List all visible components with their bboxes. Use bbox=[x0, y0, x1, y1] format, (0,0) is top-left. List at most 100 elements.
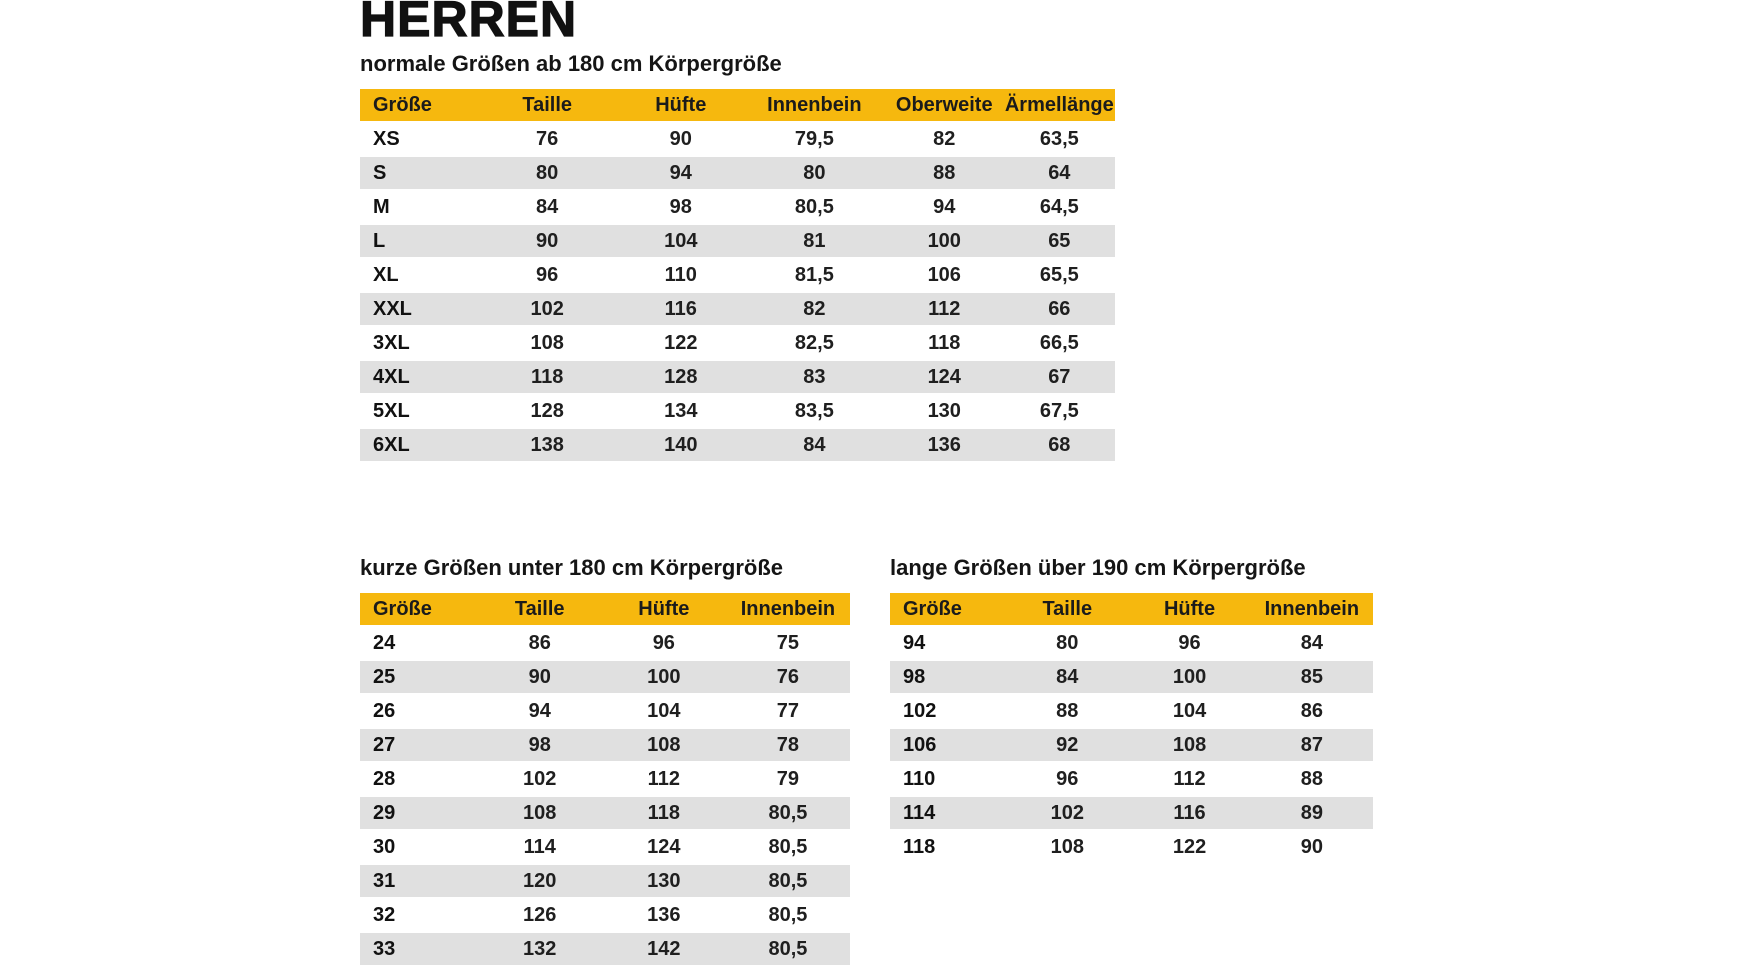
measurement-cell: 132 bbox=[477, 933, 602, 965]
size-cell: 118 bbox=[890, 831, 1007, 863]
column-header-taille: Taille bbox=[1006, 593, 1129, 625]
measurement-cell: 104 bbox=[617, 225, 744, 257]
measurement-cell: 128 bbox=[617, 361, 744, 393]
measurement-cell: 66 bbox=[1003, 293, 1115, 325]
table-row: 6XL 138 140 84 136 68 bbox=[360, 429, 1115, 461]
measurement-cell: 90 bbox=[617, 123, 744, 155]
measurement-cell: 108 bbox=[477, 797, 602, 829]
table-row: 33 132 142 80,5 bbox=[360, 933, 850, 965]
measurement-cell: 80,5 bbox=[725, 865, 850, 897]
measurement-cell: 96 bbox=[1006, 763, 1129, 795]
measurement-cell: 81,5 bbox=[743, 259, 885, 291]
size-cell: XL bbox=[360, 259, 477, 291]
measurement-cell: 118 bbox=[601, 797, 726, 829]
measurement-cell: 106 bbox=[884, 259, 1004, 291]
measurement-cell: 96 bbox=[476, 259, 618, 291]
measurement-cell: 84 bbox=[1250, 627, 1373, 659]
measurement-cell: 90 bbox=[1250, 831, 1373, 863]
measurement-cell: 116 bbox=[617, 293, 744, 325]
measurement-cell: 86 bbox=[477, 627, 602, 659]
table-row: L 90 104 81 100 65 bbox=[360, 225, 1115, 257]
measurement-cell: 98 bbox=[477, 729, 602, 761]
table-row: 110 96 112 88 bbox=[890, 763, 1373, 795]
measurement-cell: 84 bbox=[476, 191, 618, 223]
measurement-cell: 81 bbox=[743, 225, 885, 257]
measurement-cell: 120 bbox=[477, 865, 602, 897]
measurement-cell: 124 bbox=[601, 831, 726, 863]
measurement-cell: 124 bbox=[884, 361, 1004, 393]
measurement-cell: 112 bbox=[884, 293, 1004, 325]
measurement-cell: 114 bbox=[477, 831, 602, 863]
table-row: 98 84 100 85 bbox=[890, 661, 1373, 693]
size-cell: S bbox=[360, 157, 477, 189]
measurement-cell: 63,5 bbox=[1003, 123, 1115, 155]
table-row: M 84 98 80,5 94 64,5 bbox=[360, 191, 1115, 223]
table-row: 102 88 104 86 bbox=[890, 695, 1373, 727]
size-cell: XXL bbox=[360, 293, 477, 325]
measurement-cell: 118 bbox=[476, 361, 618, 393]
measurement-cell: 85 bbox=[1250, 661, 1373, 693]
table-row: 26 94 104 77 bbox=[360, 695, 850, 727]
table-row: 118 108 122 90 bbox=[890, 831, 1373, 863]
measurement-cell: 112 bbox=[1128, 763, 1251, 795]
size-table-long: Größe Taille Hüfte Innenbein 94 80 96 84 98 84 100… bbox=[890, 591, 1373, 865]
measurement-cell: 80,5 bbox=[725, 831, 850, 863]
measurement-cell: 79 bbox=[725, 763, 850, 795]
size-cell: 26 bbox=[360, 695, 478, 727]
size-cell: 30 bbox=[360, 831, 478, 863]
measurement-cell: 108 bbox=[476, 327, 618, 359]
size-cell: 106 bbox=[890, 729, 1007, 761]
measurement-cell: 96 bbox=[1128, 627, 1251, 659]
size-cell: 5XL bbox=[360, 395, 477, 427]
column-header-taille: Taille bbox=[477, 593, 602, 625]
measurement-cell: 116 bbox=[1128, 797, 1251, 829]
table-row: 25 90 100 76 bbox=[360, 661, 850, 693]
column-header-grosse: Größe bbox=[360, 593, 478, 625]
measurement-cell: 110 bbox=[617, 259, 744, 291]
subtitle-short-sizes: kurze Größen unter 180 cm Körpergröße bbox=[360, 555, 783, 580]
measurement-cell: 80,5 bbox=[725, 899, 850, 931]
measurement-cell: 94 bbox=[884, 191, 1004, 223]
measurement-cell: 138 bbox=[476, 429, 618, 461]
measurement-cell: 130 bbox=[884, 395, 1004, 427]
size-cell: 28 bbox=[360, 763, 478, 795]
measurement-cell: 76 bbox=[725, 661, 850, 693]
table-row: XXL 102 116 82 112 66 bbox=[360, 293, 1115, 325]
column-header-innenbein: Innenbein bbox=[743, 89, 885, 121]
table-row: 5XL 128 134 83,5 130 67,5 bbox=[360, 395, 1115, 427]
table-row: 30 114 124 80,5 bbox=[360, 831, 850, 863]
table-row: 4XL 118 128 83 124 67 bbox=[360, 361, 1115, 393]
measurement-cell: 64,5 bbox=[1003, 191, 1115, 223]
section-short-sizes: kurze Größen unter 180 cm Körpergröße Gr… bbox=[360, 556, 850, 967]
measurement-cell: 94 bbox=[477, 695, 602, 727]
measurement-cell: 89 bbox=[1250, 797, 1373, 829]
measurement-cell: 79,5 bbox=[743, 123, 885, 155]
measurement-cell: 80 bbox=[476, 157, 618, 189]
measurement-cell: 90 bbox=[476, 225, 618, 257]
measurement-cell: 140 bbox=[617, 429, 744, 461]
measurement-cell: 80,5 bbox=[743, 191, 885, 223]
column-header-hufte: Hüfte bbox=[617, 89, 744, 121]
header-row: Größe Taille Hüfte Innenbein bbox=[360, 593, 850, 625]
measurement-cell: 108 bbox=[1006, 831, 1129, 863]
measurement-cell: 78 bbox=[725, 729, 850, 761]
measurement-cell: 112 bbox=[601, 763, 726, 795]
table-row: 32 126 136 80,5 bbox=[360, 899, 850, 931]
measurement-cell: 88 bbox=[1250, 763, 1373, 795]
measurement-cell: 122 bbox=[1128, 831, 1251, 863]
measurement-cell: 84 bbox=[1006, 661, 1129, 693]
size-cell: 32 bbox=[360, 899, 478, 931]
size-cell: 94 bbox=[890, 627, 1007, 659]
measurement-cell: 75 bbox=[725, 627, 850, 659]
table-row: S 80 94 80 88 64 bbox=[360, 157, 1115, 189]
table-row: 94 80 96 84 bbox=[890, 627, 1373, 659]
size-cell: 114 bbox=[890, 797, 1007, 829]
measurement-cell: 100 bbox=[884, 225, 1004, 257]
measurement-cell: 134 bbox=[617, 395, 744, 427]
column-header-armellange: Ärmellänge bbox=[1003, 89, 1115, 121]
size-cell: 27 bbox=[360, 729, 478, 761]
measurement-cell: 80,5 bbox=[725, 797, 850, 829]
measurement-cell: 98 bbox=[617, 191, 744, 223]
measurement-cell: 96 bbox=[601, 627, 726, 659]
size-table-normal: Größe Taille Hüfte Innenbein Oberweite Ärmell… bbox=[360, 87, 1115, 463]
